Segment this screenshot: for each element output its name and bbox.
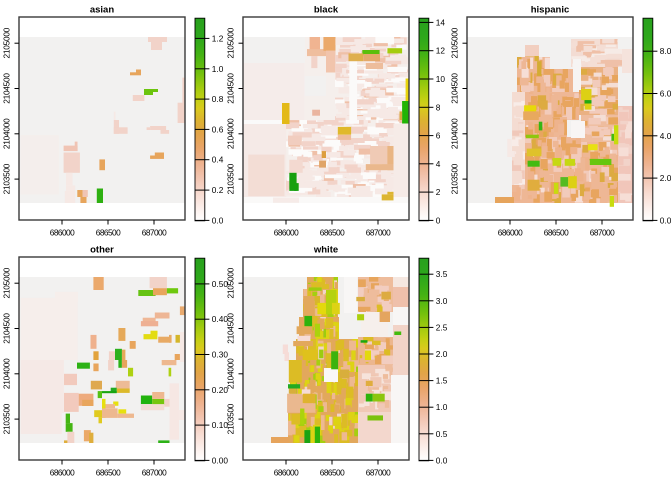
svg-text:2.0: 2.0 (436, 349, 448, 359)
svg-text:black: black (314, 5, 339, 16)
svg-text:10: 10 (436, 74, 446, 84)
svg-text:6.0: 6.0 (660, 89, 672, 99)
svg-text:white: white (313, 245, 338, 256)
svg-text:2: 2 (436, 187, 441, 197)
svg-text:2103500: 2103500 (226, 163, 236, 194)
svg-text:0.50: 0.50 (212, 279, 229, 289)
svg-text:4: 4 (436, 159, 441, 169)
svg-text:2103500: 2103500 (2, 403, 12, 434)
svg-text:12: 12 (436, 46, 446, 56)
svg-text:686500: 686500 (96, 227, 121, 237)
svg-text:0.30: 0.30 (212, 350, 229, 360)
svg-text:1.0: 1.0 (212, 64, 224, 74)
svg-text:2104000: 2104000 (2, 358, 12, 389)
svg-text:2104500: 2104500 (226, 73, 236, 104)
svg-text:686000: 686000 (50, 467, 75, 477)
svg-text:686000: 686000 (274, 227, 299, 237)
svg-text:2104500: 2104500 (450, 73, 460, 104)
svg-text:2103500: 2103500 (2, 163, 12, 194)
svg-text:687000: 687000 (142, 467, 167, 477)
svg-text:687000: 687000 (142, 227, 167, 237)
svg-text:2104000: 2104000 (450, 118, 460, 149)
svg-text:0.6: 0.6 (212, 124, 224, 134)
svg-text:2105000: 2105000 (226, 27, 236, 58)
svg-text:687000: 687000 (590, 227, 615, 237)
svg-text:0.8: 0.8 (212, 94, 224, 104)
svg-text:687000: 687000 (366, 467, 391, 477)
svg-text:0.20: 0.20 (212, 385, 229, 395)
svg-text:2.0: 2.0 (660, 173, 672, 183)
svg-text:2104500: 2104500 (226, 313, 236, 344)
svg-text:asian: asian (90, 5, 114, 16)
svg-text:0: 0 (436, 215, 441, 225)
svg-text:0.5: 0.5 (436, 429, 448, 439)
svg-text:686500: 686500 (320, 467, 345, 477)
svg-text:686500: 686500 (320, 227, 345, 237)
svg-text:1.5: 1.5 (436, 376, 448, 386)
svg-text:0.0: 0.0 (660, 215, 672, 225)
svg-text:other: other (90, 245, 114, 256)
svg-text:4.0: 4.0 (660, 131, 672, 141)
svg-text:3.5: 3.5 (436, 269, 448, 279)
svg-text:2104000: 2104000 (226, 358, 236, 389)
svg-text:2105000: 2105000 (2, 27, 12, 58)
svg-text:0.10: 0.10 (212, 420, 229, 430)
svg-text:0.0: 0.0 (436, 455, 448, 465)
svg-text:8: 8 (436, 102, 441, 112)
svg-text:2103500: 2103500 (450, 163, 460, 194)
svg-text:2105000: 2105000 (2, 267, 12, 298)
svg-text:0.4: 0.4 (212, 155, 224, 165)
svg-text:2104000: 2104000 (226, 118, 236, 149)
svg-text:hispanic: hispanic (531, 5, 570, 16)
svg-text:6: 6 (436, 131, 441, 141)
svg-text:8.0: 8.0 (660, 46, 672, 56)
svg-text:0.2: 0.2 (212, 185, 224, 195)
svg-text:2105000: 2105000 (226, 267, 236, 298)
svg-text:0.00: 0.00 (212, 455, 229, 465)
svg-text:686000: 686000 (50, 227, 75, 237)
svg-text:2103500: 2103500 (226, 403, 236, 434)
svg-text:0.0: 0.0 (212, 215, 224, 225)
svg-text:686000: 686000 (274, 467, 299, 477)
svg-text:0.40: 0.40 (212, 314, 229, 324)
svg-text:1.2: 1.2 (212, 33, 224, 43)
svg-text:1.0: 1.0 (436, 402, 448, 412)
svg-text:3.0: 3.0 (436, 296, 448, 306)
svg-text:686000: 686000 (498, 227, 523, 237)
svg-text:2105000: 2105000 (450, 27, 460, 58)
svg-text:2104000: 2104000 (2, 118, 12, 149)
svg-text:2104500: 2104500 (2, 313, 12, 344)
svg-text:2.5: 2.5 (436, 322, 448, 332)
svg-text:686500: 686500 (96, 467, 121, 477)
svg-text:687000: 687000 (366, 227, 391, 237)
svg-text:686500: 686500 (544, 227, 569, 237)
svg-text:14: 14 (436, 17, 446, 27)
svg-text:2104500: 2104500 (2, 73, 12, 104)
